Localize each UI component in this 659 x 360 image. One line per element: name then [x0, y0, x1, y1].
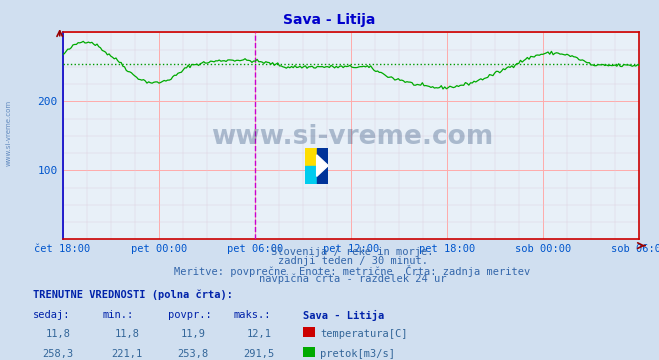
Bar	[305, 148, 316, 166]
Polygon shape	[316, 155, 328, 176]
Text: temperatura[C]: temperatura[C]	[320, 329, 408, 339]
Text: Sava - Litija: Sava - Litija	[283, 13, 376, 27]
Text: 258,3: 258,3	[42, 349, 74, 359]
Text: 221,1: 221,1	[111, 349, 143, 359]
Text: pretok[m3/s]: pretok[m3/s]	[320, 349, 395, 359]
Text: 253,8: 253,8	[177, 349, 209, 359]
Bar	[316, 148, 328, 184]
Text: www.si-vreme.com: www.si-vreme.com	[5, 100, 11, 166]
Text: sedaj:: sedaj:	[33, 310, 71, 320]
Text: TRENUTNE VREDNOSTI (polna črta):: TRENUTNE VREDNOSTI (polna črta):	[33, 290, 233, 300]
Text: 291,5: 291,5	[243, 349, 275, 359]
Text: 12,1: 12,1	[246, 329, 272, 339]
Text: min.:: min.:	[102, 310, 133, 320]
Text: 11,8: 11,8	[115, 329, 140, 339]
Text: 11,9: 11,9	[181, 329, 206, 339]
Text: zadnji teden / 30 minut.: zadnji teden / 30 minut.	[277, 256, 428, 266]
Text: 11,8: 11,8	[45, 329, 71, 339]
Bar	[305, 166, 316, 184]
Text: www.si-vreme.com: www.si-vreme.com	[212, 124, 494, 150]
Text: navpična črta - razdelek 24 ur: navpična črta - razdelek 24 ur	[259, 274, 446, 284]
Text: povpr.:: povpr.:	[168, 310, 212, 320]
Text: maks.:: maks.:	[234, 310, 272, 320]
Text: Meritve: povprečne  Enote: metrične  Črta: zadnja meritev: Meritve: povprečne Enote: metrične Črta:…	[175, 265, 530, 276]
Text: Sava - Litija: Sava - Litija	[303, 310, 384, 321]
Text: Slovenija / reke in morje.: Slovenija / reke in morje.	[272, 247, 434, 257]
